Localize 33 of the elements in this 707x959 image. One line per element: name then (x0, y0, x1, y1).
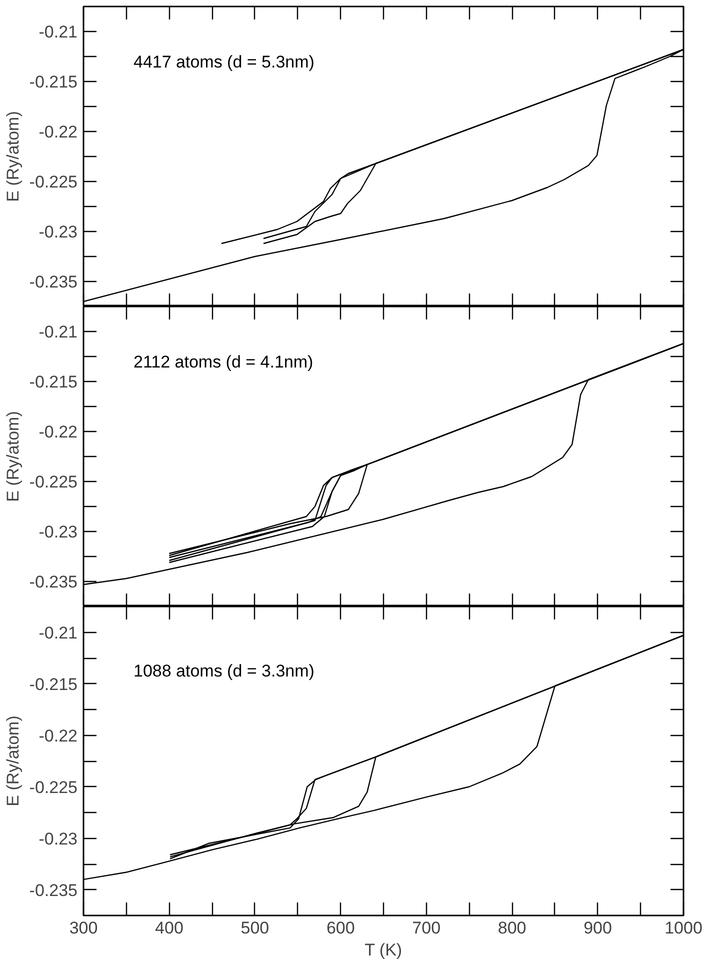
y-tick-label: -0.22 (38, 122, 78, 142)
y-tick-label: -0.21 (38, 22, 78, 42)
y-tick-label: -0.225 (29, 172, 78, 192)
x-tick-label: 900 (584, 918, 612, 938)
annotation: 2112 atoms (d = 4.1nm) (134, 352, 314, 372)
y-tick-label: -0.22 (38, 726, 78, 746)
annotation: 1088 atoms (d = 3.3nm) (134, 662, 314, 680)
y-axis-title: E (Ry/atom) (3, 716, 22, 806)
y-tick-label: -0.215 (29, 372, 78, 392)
x-tick-label: 800 (498, 918, 526, 938)
y-tick-label: -0.21 (38, 322, 78, 342)
y-tick-label: -0.215 (29, 72, 78, 92)
x-tick-label: 700 (412, 918, 441, 938)
y-tick-label: -0.22 (38, 422, 78, 442)
y-tick-label: -0.23 (38, 222, 78, 242)
y-tick-label: -0.23 (38, 522, 78, 542)
y-tick-label: -0.235 (29, 572, 78, 592)
y-tick-label: -0.23 (38, 829, 78, 848)
x-tick-label: 300 (69, 918, 98, 938)
y-tick-label: -0.235 (29, 880, 78, 900)
y-tick-label: -0.225 (29, 472, 78, 492)
y-tick-label: -0.225 (29, 778, 78, 797)
x-tick-label: 400 (155, 918, 184, 938)
y-tick-label: -0.235 (29, 272, 78, 292)
y-tick-label: -0.215 (29, 674, 78, 694)
x-axis-title: T (K) (364, 940, 402, 959)
x-tick-label: 600 (326, 918, 355, 938)
x-tick-label: 1000 (664, 918, 702, 938)
x-tick-label: 500 (240, 918, 270, 938)
y-tick-label: -0.21 (38, 623, 78, 642)
y-axis-title: E (Ry/atom) (3, 111, 22, 202)
annotation: 4417 atoms (d = 5.3nm) (134, 52, 314, 72)
y-axis-title: E (Ry/atom) (3, 411, 22, 502)
